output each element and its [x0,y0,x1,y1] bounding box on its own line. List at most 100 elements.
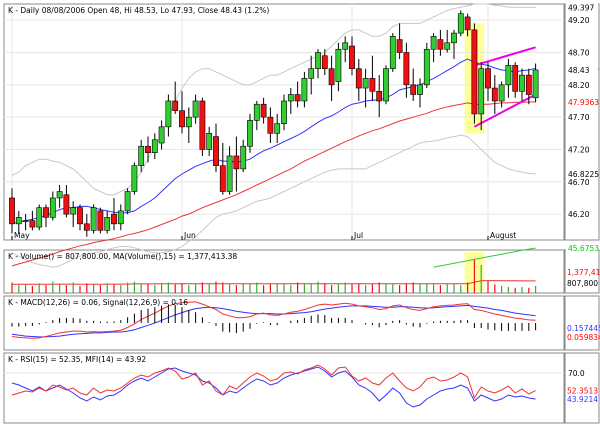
lower-band-line [11,134,536,268]
candle-body [315,52,321,69]
candle-body [124,191,131,212]
volume-label: K - Volume() = 807,800.00, MA(Volume(),1… [8,252,237,261]
price-tag-column [564,3,600,241]
x-tick-label: Jun [183,231,196,240]
candle-body [532,69,539,99]
price-tag-box [566,96,598,107]
candle-body [430,36,437,50]
candle-body [444,42,451,50]
macd-panel-frame [3,295,565,351]
price-tick-label: 46.20 [568,210,590,219]
price-tag-label: 48.43 [568,66,590,75]
macd-tag-label: 0.059834 [567,333,600,342]
candle-body [104,217,111,231]
candle-body [471,29,478,115]
macd-signal-line [11,304,536,338]
price-tick-label: 48.70 [568,48,590,57]
price-tag-label: 46.8225 [568,170,599,179]
price-tick-label: 49.20 [568,16,590,25]
candle-body [206,133,213,150]
candle-body [131,165,138,192]
price-tag-box [566,168,598,179]
price-tag-box [566,64,598,75]
candle-body [423,48,430,86]
macd-label: K - MACD(12,26) = 0.06, Signal(12,26,9) … [8,298,188,307]
candle-body [274,123,281,134]
candle-body [199,100,206,150]
candle-body [355,68,362,89]
candle-body [240,145,247,170]
long-moving-average-line [11,101,536,267]
candle-body [335,48,342,82]
candle-body [15,217,22,225]
candle-body [498,84,505,102]
candle-body [328,68,335,86]
candle-body [192,100,199,118]
candle-body [165,100,172,128]
candle-body [301,78,308,102]
rsi-tag-label: 52.3513 [567,387,598,396]
candle-body [29,220,36,228]
candle-body [403,52,410,86]
candle-body [158,126,165,144]
candle-body [63,194,70,215]
candle-body [389,36,396,69]
volume-tag-label: 1,377,413.38 [567,268,600,277]
candle-body [83,223,90,231]
macd-tag-column [564,295,600,351]
rsi-line [11,364,536,400]
price-tag-box [566,243,598,254]
channel-upper-line [474,46,536,67]
price-tag-label: 45.6753 [568,244,599,253]
candle-body [9,197,15,225]
candle-body [219,165,226,192]
price-tick-label: 47.70 [568,113,590,122]
candle-body [383,68,389,102]
mfi-line [11,366,536,408]
price-tag-label: 47.9363 [568,98,599,107]
candle-body [97,210,104,231]
candle-body [260,103,267,118]
rsi-label: K - RSI(15) = 52.35, MFI(14) = 43.92 [8,355,146,364]
upper-band-line [11,3,536,196]
candle-body [457,13,464,34]
candle-body [451,32,457,44]
candle-body [362,78,369,89]
price-tick-label: 46.70 [568,178,590,187]
candle-body [253,103,260,121]
candle-body [512,65,519,92]
candle-body [49,197,56,218]
candle-body [138,145,145,166]
x-tick-label: May [14,231,30,240]
price-panel-frame [3,3,565,241]
volume-ma-line [12,280,536,285]
candle-body [294,94,301,102]
x-tick-label: August [490,231,516,240]
candle-body [185,116,192,128]
macd-line [11,301,536,339]
candle-body [267,116,274,134]
candle-body [22,220,29,222]
candle-body [491,87,498,102]
rsi-tick-label: 70.0 [568,369,585,378]
candle-body [70,207,77,215]
candle-body [111,213,117,225]
price-tag-label: 49.397 [568,3,594,12]
candle-body [117,210,124,225]
x-tick-label: Jul [353,231,363,240]
candle-body [478,68,485,115]
candle-body [179,110,185,128]
candle-body [369,78,376,92]
candle-body [172,100,179,111]
candle-body [43,207,49,218]
channel-lower-line [473,93,537,128]
green-average-line [433,247,536,268]
candle-body [464,16,471,31]
candle-body [437,39,444,50]
candle-body [77,207,83,225]
candle-body [36,207,43,228]
candle-body [226,155,233,192]
volume-tag-label: 807,800 [567,279,598,288]
candle-body [349,45,355,69]
